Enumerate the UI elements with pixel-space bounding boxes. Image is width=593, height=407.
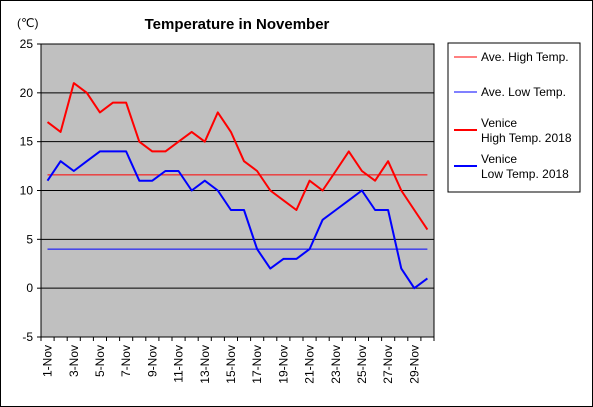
legend-label: High Temp. 2018: [481, 131, 572, 145]
unit-label: (℃): [17, 16, 38, 30]
y-tick-label: 10: [20, 184, 34, 198]
y-tick-label: 15: [20, 135, 34, 149]
series-line-3: [46, 82, 429, 231]
legend-label: Venice: [481, 116, 517, 130]
legend-label: Venice: [481, 152, 517, 166]
y-tick-label: -5: [22, 330, 33, 344]
legend-label: Ave. High Temp.: [481, 50, 569, 64]
y-tick-label: 25: [20, 37, 34, 51]
x-tick-label: 11-Nov: [172, 345, 186, 383]
x-tick-label: 27-Nov: [381, 345, 395, 384]
y-tick-label: 5: [26, 232, 33, 246]
x-tick-label: 23-Nov: [329, 345, 343, 384]
x-tick-label: 3-Nov: [67, 345, 81, 377]
legend-label: Ave. Low Temp.: [481, 85, 566, 99]
x-tick-label: 19-Nov: [276, 345, 290, 384]
x-tick-label: 15-Nov: [224, 345, 238, 384]
x-tick-label: 13-Nov: [198, 345, 212, 384]
series-line-4: [46, 150, 428, 290]
legend: Ave. High Temp.Ave. Low Temp.VeniceHigh …: [447, 42, 581, 193]
y-tick-label: 20: [20, 86, 34, 100]
x-tick-label: 9-Nov: [145, 345, 159, 377]
x-tick-label: 7-Nov: [119, 345, 133, 377]
x-tick-label: 21-Nov: [303, 345, 317, 384]
legend-label: Low Temp. 2018: [481, 167, 569, 181]
x-tick-label: 29-Nov: [407, 345, 421, 384]
y-tick-label: 0: [26, 281, 33, 295]
chart-title: Temperature in November: [145, 16, 330, 33]
x-tick-label: 5-Nov: [93, 345, 107, 377]
x-tick-label: 17-Nov: [250, 345, 264, 384]
x-tick-label: 1-Nov: [41, 345, 55, 377]
legend-box: [447, 42, 581, 193]
x-tick-label: 25-Nov: [355, 345, 369, 384]
